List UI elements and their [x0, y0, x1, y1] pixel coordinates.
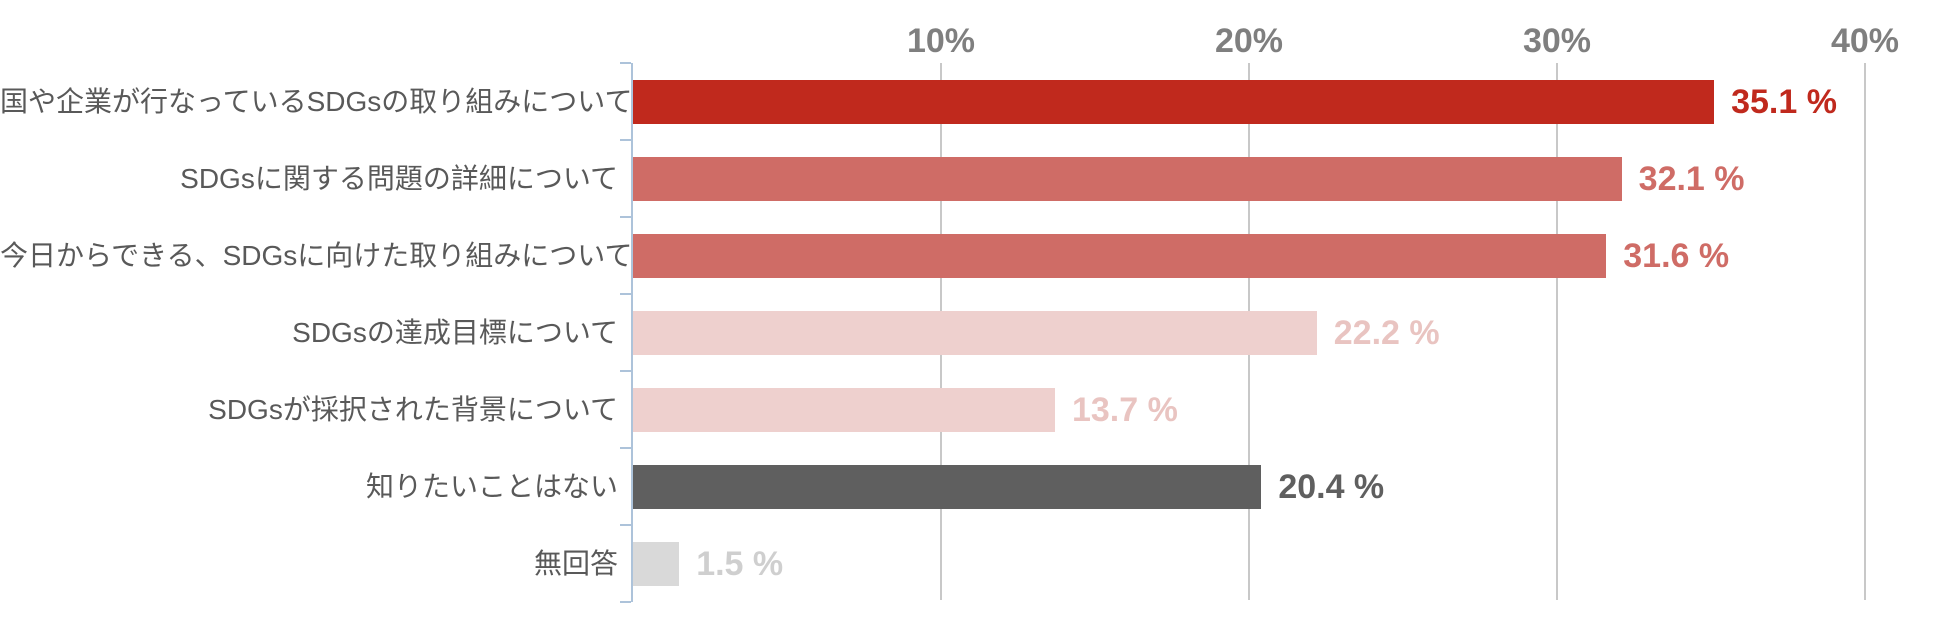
category-label: 国や企業が行なっているSDGsの取り組みについて — [0, 86, 633, 117]
bar-value-label: 35.1 % — [1731, 83, 1837, 121]
gridline-40% — [1864, 63, 1866, 600]
axis-tick — [620, 216, 631, 218]
bar — [633, 388, 1055, 432]
bar — [633, 542, 680, 586]
bar-value-label: 32.1 % — [1638, 160, 1745, 198]
axis-tick — [620, 62, 631, 64]
axis-tick — [620, 601, 631, 603]
x-tick-label: 30% — [1522, 22, 1592, 60]
category-label: 無回答 — [533, 548, 618, 579]
axis-tick — [620, 139, 631, 141]
category-label: 今日からできる、SDGsに向けた取り組みについて — [0, 240, 633, 271]
bar — [633, 157, 1622, 201]
y-axis-line — [631, 63, 633, 602]
bar-value-label: 13.7 % — [1071, 391, 1178, 429]
category-label: 知りたいことはない — [365, 471, 618, 502]
x-tick-label: 20% — [1214, 22, 1284, 60]
axis-tick — [620, 293, 631, 295]
x-tick-label: 40% — [1830, 22, 1900, 60]
bar-value-label: 20.4 % — [1278, 468, 1385, 506]
bar-value-label: 1.5 % — [696, 545, 784, 583]
bar — [633, 465, 1262, 509]
plot-area: 35.1 % 32.1 % 31.6 % 22.2 % 13.7 % 20.4 % 1.5 … — [620, 62, 1893, 603]
x-tick-label: 10% — [906, 22, 976, 60]
bar — [633, 234, 1607, 278]
gridline-30% — [1556, 63, 1558, 600]
axis-tick — [620, 524, 631, 526]
bar-value-label: 22.2 % — [1333, 314, 1440, 352]
category-label: SDGsの達成目標について — [292, 317, 618, 348]
axis-tick — [620, 447, 631, 449]
axis-tick — [620, 370, 631, 372]
bar — [633, 311, 1317, 355]
bar — [633, 80, 1715, 124]
category-labels: 国や企業が行なっているSDGsの取り組みについて SDGsに関する問題の詳細につい… — [0, 63, 633, 602]
category-label: SDGsに関する問題の詳細について — [180, 163, 618, 194]
category-label: SDGsが採択された背景について — [208, 394, 618, 425]
bar-value-label: 31.6 % — [1623, 237, 1730, 275]
